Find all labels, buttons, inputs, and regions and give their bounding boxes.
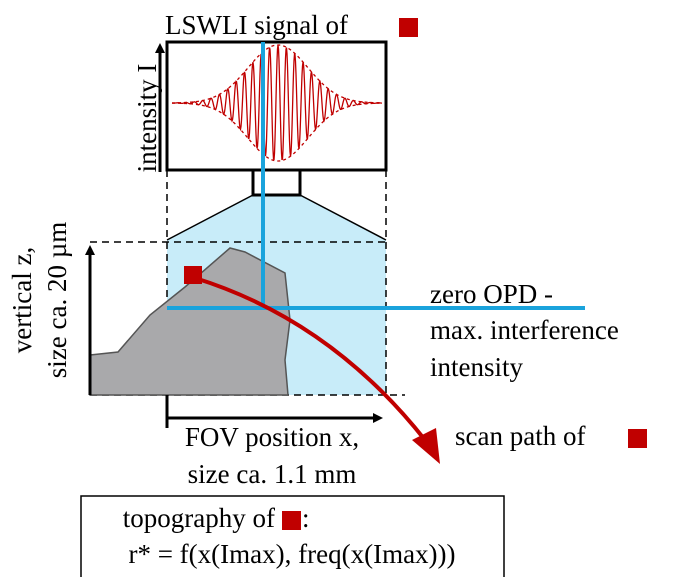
objective — [251, 168, 302, 197]
point-marker — [399, 18, 418, 37]
wave-line — [171, 44, 383, 104]
topography-suffix: : — [302, 503, 310, 533]
z-label: vertical z, — [7, 247, 37, 353]
signal-wave — [171, 44, 383, 162]
formula: r* = f(x(Imax), freq(x(Imax))) — [128, 539, 455, 569]
opd-label: zero OPD - — [430, 279, 553, 309]
scan-path — [194, 276, 427, 442]
cone-line — [299, 194, 387, 241]
intensity-label: intensity I — [132, 64, 162, 173]
point-marker — [282, 511, 301, 530]
scan-arrowhead — [412, 428, 440, 464]
signal-title: LSWLI signal of — [165, 10, 348, 40]
z-label: size ca. 20 µm — [42, 222, 72, 379]
scan-path-label: scan path of — [455, 421, 585, 451]
wave-line — [171, 102, 383, 162]
wave-line — [171, 44, 383, 161]
topography-box — [80, 495, 505, 577]
opd-label: max. interference — [430, 315, 619, 345]
opd-label: intensity — [430, 352, 523, 382]
x-label: FOV position x, — [185, 422, 359, 452]
x-label: size ca. 1.1 mm — [188, 459, 357, 489]
point-marker — [628, 429, 647, 448]
topography-label: topography of — [123, 503, 275, 533]
cone-line — [166, 194, 254, 241]
